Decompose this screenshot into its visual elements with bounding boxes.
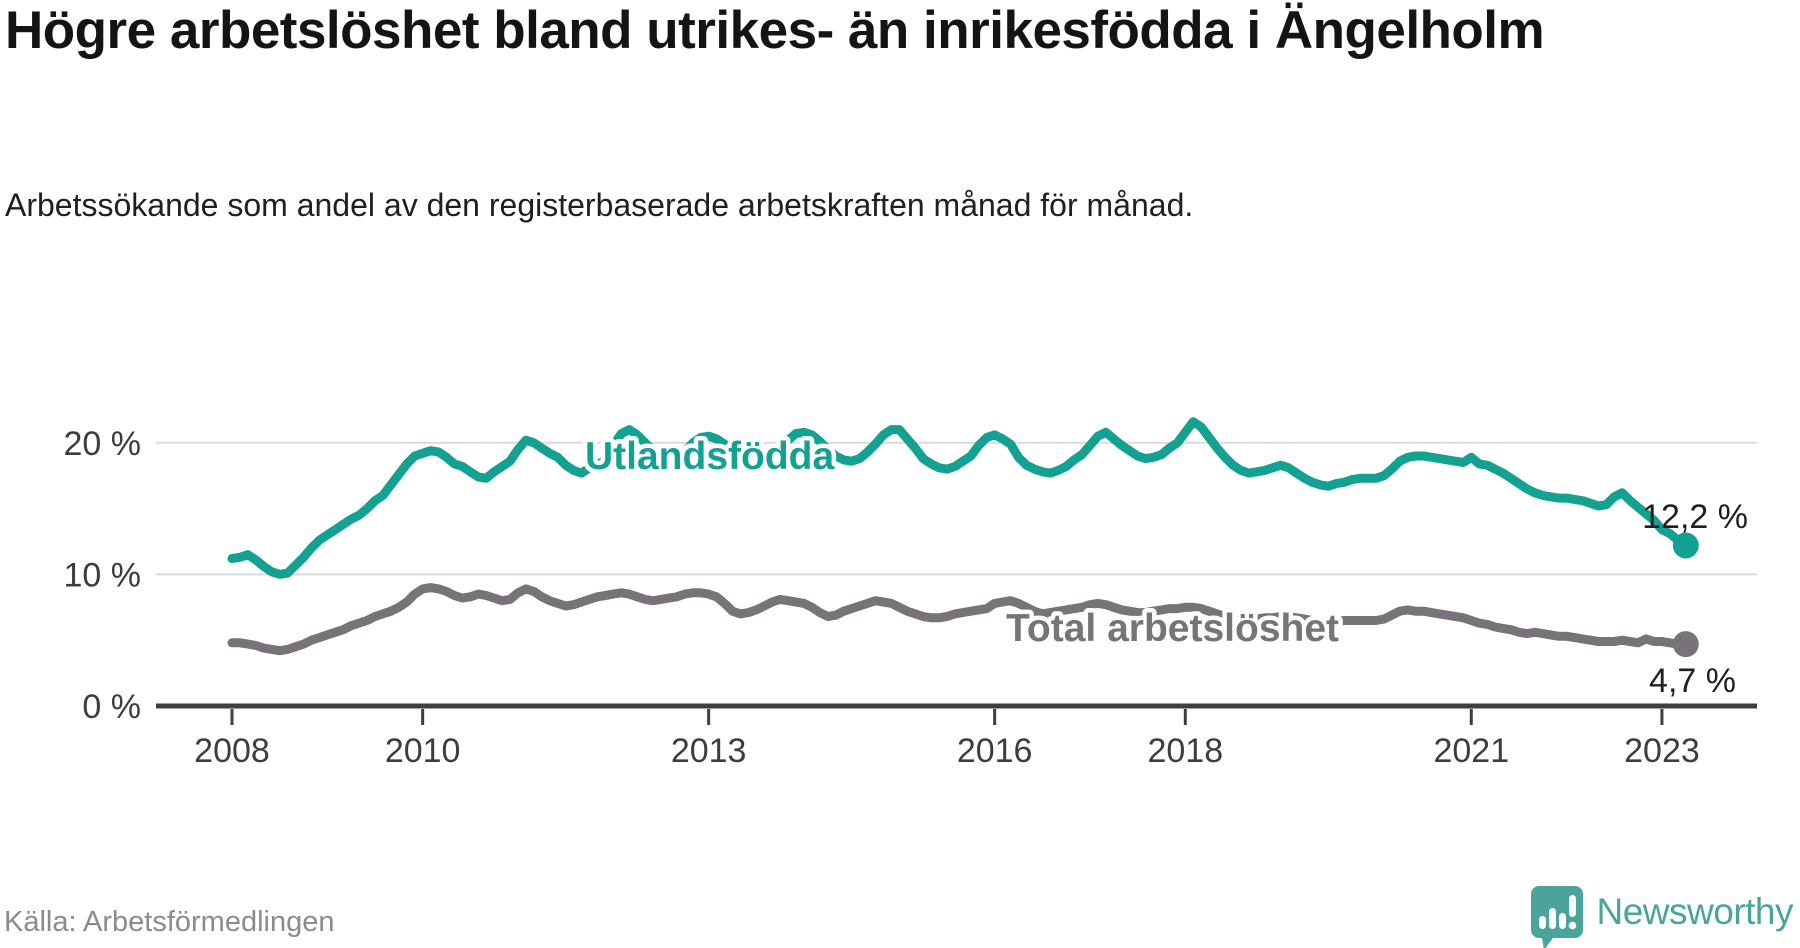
chart-title: Högre arbetslöshet bland utrikes- än inr… (5, 1, 1545, 60)
x-tick-label-2021: 2021 (1433, 732, 1509, 770)
series-label-total-arbetsl-shet: Total arbetslöshet (1006, 607, 1339, 650)
x-tick-label-2013: 2013 (671, 732, 747, 770)
y-tick-label-0: 0 % (82, 688, 141, 726)
newsworthy-speech-bubble-barchart-icon (1530, 886, 1583, 948)
x-tick-label-2010: 2010 (385, 732, 461, 770)
x-tick-label-2016: 2016 (957, 732, 1033, 770)
chart-subtitle: Arbetssökande som andel av den registerb… (5, 187, 1194, 223)
x-axis: 2008 2010 2013 2016 2018 2021 2023 (156, 703, 1757, 770)
series-line-utlandsf-dda (227, 417, 1691, 579)
x-tick-label-2008: 2008 (194, 732, 270, 770)
x-tick-label-2023: 2023 (1624, 732, 1700, 770)
series-end-dot-total-arbetsl-shet (1672, 631, 1699, 658)
gridline-group (156, 441, 1757, 576)
series-end-dot-utlandsf-dda (1672, 532, 1699, 559)
brand-name: Newsworthy (1596, 891, 1794, 932)
end-annotation-4-7-: 4,7 % (1649, 662, 1736, 700)
end-value-annotations: 12,2 % 4,7 % (1642, 498, 1748, 700)
x-tick-label-2018: 2018 (1147, 732, 1223, 770)
newsworthy-brand: Newsworthy (1529, 882, 1794, 948)
y-tick-label-10: 10 % (64, 556, 142, 594)
y-axis-tick-labels: 0 % 10 % 20 % (64, 425, 142, 726)
series-label-utlandsf-dda: Utlandsfödda (585, 435, 834, 478)
end-annotation-12-2-: 12,2 % (1642, 498, 1748, 536)
series-lines (227, 417, 1699, 658)
series-line-total-arbetsl-shet (227, 583, 1691, 656)
source-attribution: Källa: Arbetsförmedlingen (4, 906, 335, 938)
y-tick-label-20: 20 % (64, 425, 142, 463)
series-inline-labels: Utlandsfödda Total arbetslöshet (581, 431, 1344, 655)
